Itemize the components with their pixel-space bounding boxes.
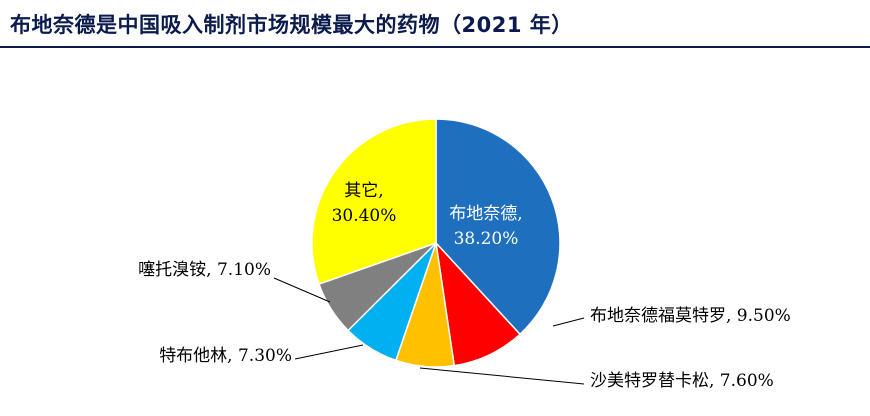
slice-1-leader-line xyxy=(552,317,585,327)
slice-0-label: 布地奈德, 38.20% xyxy=(449,204,522,249)
slice-4-leader-line xyxy=(273,277,331,303)
pie-slices xyxy=(311,118,561,368)
slice-5-label: 其它, 30.40% xyxy=(332,181,397,226)
slice-0-value: 38.20% xyxy=(454,229,519,249)
slice-labels: 布地奈德, 38.20% 布地奈德福莫特罗, 9.50% 沙美特罗替卡松, 7.60%… xyxy=(138,181,791,391)
chart-title: 布地奈德是中国吸入制剂市场规模最大的药物（2021 年） xyxy=(10,13,573,37)
slice-2-leader-line xyxy=(419,367,585,385)
slice-3-leader-line xyxy=(294,344,364,360)
slice-4-label: 噻托溴铵, 7.10% xyxy=(138,260,271,280)
slice-1-label: 布地奈德福莫特罗, 9.50% xyxy=(590,306,791,326)
slice-3-label: 特布他林, 7.30% xyxy=(159,346,292,366)
slice-0-wedge xyxy=(435,118,561,336)
slice-5-value: 30.40% xyxy=(332,206,397,226)
slice-5-wedge xyxy=(311,118,437,286)
slice-0-name: 布地奈德, xyxy=(449,204,522,224)
title-divider xyxy=(0,46,870,48)
slice-2-label: 沙美特罗替卡松, 7.60% xyxy=(590,371,774,391)
leader-lines xyxy=(273,277,585,385)
slice-5-name: 其它, xyxy=(344,181,383,201)
